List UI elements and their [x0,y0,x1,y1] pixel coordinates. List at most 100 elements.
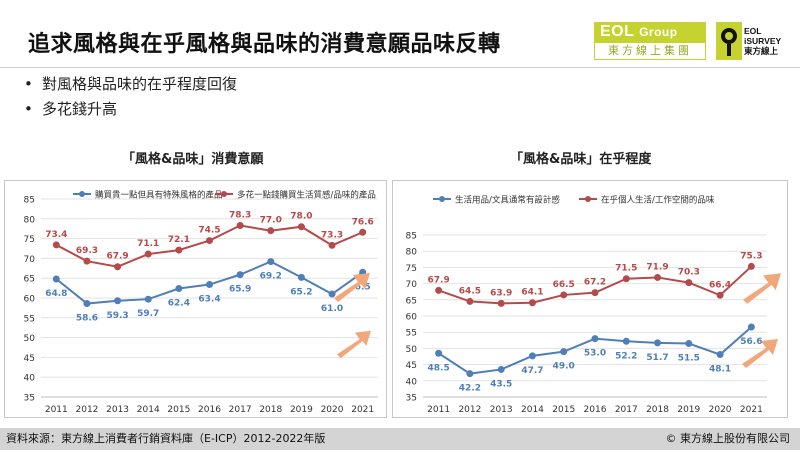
data-point [206,281,213,289]
data-label: 59.3 [106,311,128,321]
chart-right: 35 40 45 50 55 60 65 70 75 80 85 2011 2012 2013 2014 20… [392,180,788,418]
data-point [175,284,183,292]
data-point [83,257,91,265]
chart-title-left: 「風格&品味」消費意願 [122,152,264,167]
data-point [435,349,443,357]
data-point [685,279,693,287]
data-point [528,352,536,360]
legend-marker [585,196,591,202]
data-label: 49.0 [553,362,575,372]
data-point [716,291,724,299]
data-label: 58.6 [76,314,98,324]
data-label: 43.5 [490,379,512,389]
data-label: 67.9 [106,252,128,262]
data-point [236,271,244,279]
data-point [622,337,630,345]
chart-title-right: 「風格&品味」在乎程度 [510,152,652,167]
data-label: 65.2 [290,287,312,297]
eol-group-logo-top: EOL Group [594,22,706,42]
x-tick-label: 2013 [106,405,129,415]
x-tick-label: 2014 [521,405,544,415]
y-tick-label: 55 [406,329,417,339]
eol-logo-text: EOL [600,23,635,40]
x-tick-label: 2016 [584,405,607,415]
isurvey-logo-text: EOL iSURVEY 東方線上 [744,26,781,56]
y-tick-label: 35 [24,394,35,404]
data-label: 51.5 [678,354,700,364]
x-tick-label: 2015 [552,405,575,415]
data-label: 69.2 [260,272,282,282]
data-point [747,323,755,331]
line-chart-svg: 35 40 45 50 55 60 65 70 75 80 85 2011 2012 2013 2014 20… [24,190,378,415]
data-label: 71.9 [646,262,668,272]
legend-label: 多花一點錢購買生活質感/品味的產品 [237,190,376,201]
data-point [52,241,60,249]
y-tick-label: 85 [406,232,417,242]
arrow-up-right-icon [743,273,781,304]
x-tick-label: 2021 [740,405,763,415]
data-point [560,348,568,356]
bullet-list: 對風格與品味的在乎程度回復 多花錢升高 [42,72,237,122]
data-label: 66.5 [553,280,575,290]
data-point [591,289,599,297]
data-label: 67.2 [584,278,606,288]
data-label: 48.1 [709,365,731,375]
legend-label: 生活用品/文具通常有設計感 [455,195,560,206]
data-point [114,297,122,305]
data-point [654,273,662,281]
isurvey-line3: 東方線上 [744,46,779,56]
data-label: 64.1 [521,288,543,298]
data-point [328,241,336,249]
arrow-up-right-icon [337,330,371,359]
data-point [528,299,536,307]
data-point [114,263,122,271]
data-point [497,299,505,307]
data-point [297,223,305,231]
data-label: 53.0 [584,349,606,359]
data-label: 69.3 [76,246,98,256]
footer-bar: 資料來源：東方線上消費者行銷資料庫（E-ICP）2012-2022年版 © 東方… [0,428,800,450]
data-point [747,262,755,270]
data-point [622,275,630,283]
x-tick-label: 2019 [677,405,700,415]
y-tick-label: 85 [24,196,35,206]
data-label: 59.7 [137,309,159,319]
x-tick-label: 2018 [646,405,669,415]
x-tick-label: 2017 [615,405,638,415]
y-tick-label: 80 [406,248,418,258]
slide-title: 追求風格與在乎風格與品味的消費意願品味反轉 [28,32,501,57]
data-point [267,227,275,235]
data-point [497,365,505,373]
data-label: 61.0 [321,304,343,314]
y-tick-label: 70 [406,280,418,290]
data-point [435,286,443,294]
data-label: 47.7 [521,366,543,376]
source-note: 資料來源：東方線上消費者行銷資料庫（E-ICP）2012-2022年版 [6,432,326,445]
y-tick-label: 45 [406,361,417,371]
y-tick-label: 75 [406,264,417,274]
isurvey-line2: iSURVEY [744,36,782,46]
y-tick-label: 40 [24,374,36,384]
data-label: 71.1 [137,239,159,249]
y-tick-label: 45 [24,354,35,364]
y-tick-label: 50 [24,334,36,344]
legend-marker [439,196,445,202]
chart-left: 35 40 45 50 55 60 65 70 75 80 85 2011 2012 2013 2014 20… [4,180,387,418]
data-point [359,228,367,236]
y-tick-label: 75 [24,235,35,245]
data-label: 63.9 [490,288,512,298]
y-tick-label: 60 [406,313,418,323]
title-divider [0,67,800,68]
data-label: 63.4 [198,295,220,305]
x-tick-label: 2021 [351,405,374,415]
y-tick-label: 65 [24,275,35,285]
data-label: 74.5 [198,226,220,236]
x-tick-label: 2011 [45,405,68,415]
x-tick-label: 2012 [458,405,481,415]
copyright-note: © 東方線上股份有限公司 [665,432,791,445]
arrow-up-right-icon [742,339,778,368]
data-label: 70.3 [678,268,700,278]
legend-label: 購買貴一點但具有特殊風格的產品 [95,190,223,201]
y-tick-label: 40 [406,377,418,387]
data-label: 42.2 [459,384,481,394]
